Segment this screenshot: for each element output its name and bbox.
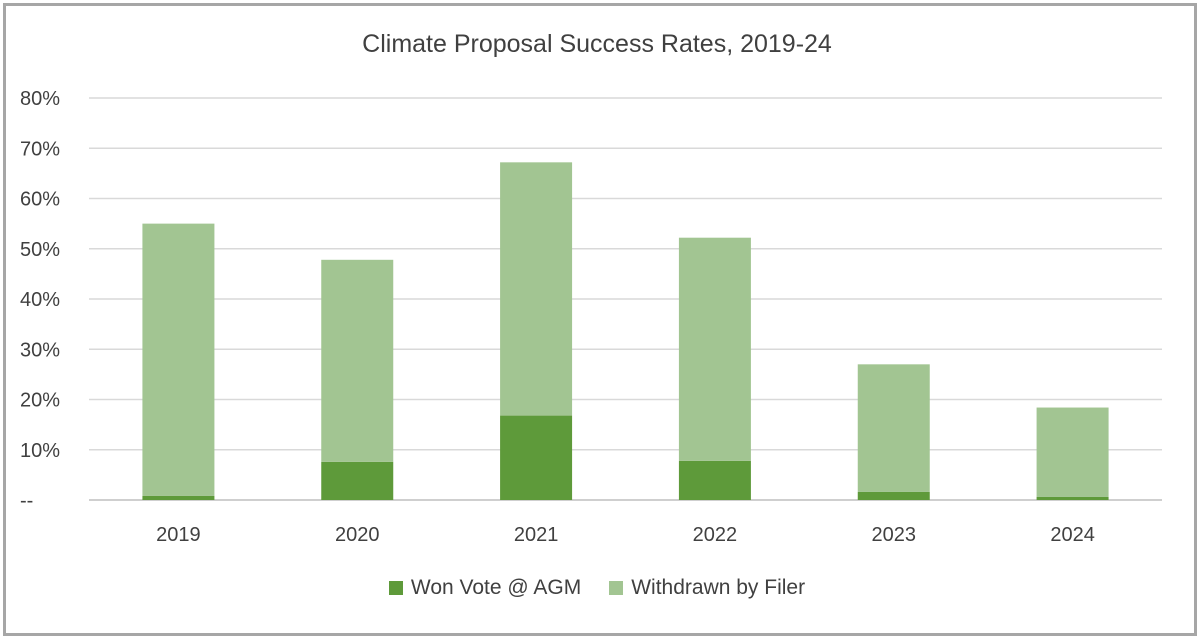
legend-label-withdrawn: Withdrawn by Filer bbox=[631, 576, 806, 599]
bar-withdrawn-2022 bbox=[678, 237, 751, 461]
bar-won-vote-2023 bbox=[857, 491, 930, 500]
bar-won-vote-2019 bbox=[142, 495, 215, 500]
y-tick-label: 50% bbox=[20, 239, 60, 261]
x-tick-label: 2024 bbox=[1050, 524, 1095, 546]
bar-withdrawn-2023 bbox=[857, 364, 930, 492]
x-tick-label: 2020 bbox=[335, 524, 380, 546]
legend-swatch-withdrawn bbox=[609, 581, 624, 595]
bar-won-vote-2022 bbox=[678, 460, 751, 500]
y-tick-label: 40% bbox=[20, 289, 60, 311]
bar-won-vote-2021 bbox=[500, 415, 573, 500]
bar-withdrawn-2024 bbox=[1036, 407, 1109, 497]
y-tick-label: -- bbox=[20, 490, 33, 512]
chart-title: Climate Proposal Success Rates, 2019-24 bbox=[362, 30, 832, 58]
legend-item-won-vote: Won Vote @ AGM bbox=[388, 576, 582, 600]
legend-item-withdrawn: Withdrawn by Filer bbox=[609, 576, 805, 600]
y-tick-label: 70% bbox=[20, 138, 60, 160]
y-tick-label: 60% bbox=[20, 189, 60, 211]
bar-withdrawn-2019 bbox=[142, 223, 215, 496]
x-tick-label: 2019 bbox=[156, 524, 201, 546]
bar-won-vote-2020 bbox=[321, 461, 394, 500]
y-tick-label: 30% bbox=[20, 339, 60, 361]
x-tick-label: 2021 bbox=[514, 524, 559, 546]
bar-withdrawn-2021 bbox=[500, 162, 573, 416]
legend-swatch-won-vote bbox=[388, 581, 403, 595]
legend-label-won-vote: Won Vote @ AGM bbox=[410, 576, 582, 599]
y-tick-label: 20% bbox=[20, 390, 60, 412]
bar-won-vote-2024 bbox=[1036, 496, 1109, 500]
y-tick-label: 80% bbox=[20, 88, 60, 110]
x-tick-label: 2023 bbox=[872, 524, 917, 546]
bar-withdrawn-2020 bbox=[321, 259, 394, 462]
y-tick-label: 10% bbox=[20, 440, 60, 462]
chart-legend: Won Vote @ AGM Withdrawn by Filer bbox=[0, 576, 1194, 600]
x-tick-label: 2022 bbox=[693, 524, 738, 546]
